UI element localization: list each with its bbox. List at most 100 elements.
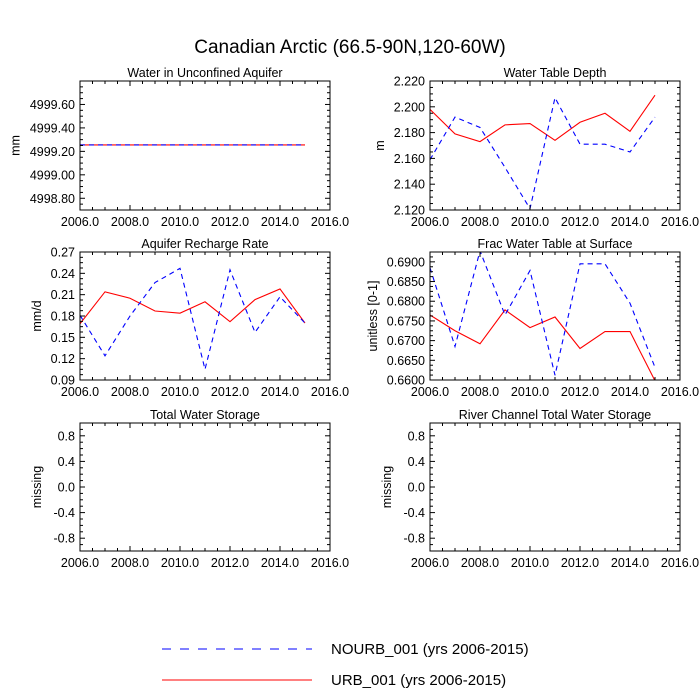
series-line-nourb-001 [80,267,306,370]
x-tick-label: 2010.0 [511,385,549,399]
legend: NOURB_001 (yrs 2006-2015) URB_001 (yrs 2… [162,641,529,689]
plot-frame [79,422,331,552]
y-tick-label: 2.220 [394,75,425,89]
y-tick-label: 2.180 [394,126,425,140]
x-tick-label: 2006.0 [411,215,449,229]
plot-frame [429,80,681,211]
y-axis-label: m [373,140,387,150]
x-tick-label: 2006.0 [61,385,99,399]
y-axis-label: missing [380,466,394,508]
y-tick-label: 0.6750 [387,314,425,328]
y-tick-label: 2.160 [394,152,425,166]
x-tick-label: 2010.0 [511,556,549,570]
x-tick-label: 2008.0 [111,215,149,229]
y-tick-label: -0.4 [403,506,425,520]
y-tick-label: -0.8 [53,532,75,546]
plot-frame [429,422,681,552]
y-tick-label: 0.6650 [387,354,425,368]
plot-frame [79,251,331,381]
y-axis-label: missing [30,466,44,508]
y-tick-label: 0.8 [408,429,425,443]
y-tick-label: 0.6900 [387,255,425,269]
x-tick-label: 2008.0 [461,385,499,399]
y-tick-label: 0.6600 [387,374,425,388]
y-tick-label: 2.120 [394,204,425,218]
x-tick-label: 2012.0 [211,385,249,399]
series-line-nourb-001 [430,96,656,210]
y-tick-label: 0.15 [51,331,75,345]
x-tick-label: 2016.0 [661,215,699,229]
x-tick-label: 2008.0 [111,385,149,399]
y-tick-label: 0.4 [408,455,425,469]
series-group [430,94,656,210]
x-tick-label: 2016.0 [311,215,349,229]
y-tick-label: 4999.00 [30,168,75,182]
panel-title: Water in Unconfined Aquifer [127,66,282,80]
x-tick-label: 2014.0 [261,215,299,229]
x-tick-label: 2016.0 [661,556,699,570]
y-tick-label: 2.200 [394,100,425,114]
y-axis-label: unitless [0-1] [366,281,380,352]
y-tick-label: 4998.80 [30,192,75,206]
series-group [80,267,306,370]
x-tick-label: 2006.0 [61,556,99,570]
series-line-urb-001 [80,288,306,325]
y-tick-label: 0.6800 [387,295,425,309]
x-tick-label: 2010.0 [161,385,199,399]
x-tick-label: 2014.0 [611,385,649,399]
panel-5: Total Water Storage 2006.0 2008.0 2010.0 201… [30,408,349,570]
panel-title: Aquifer Recharge Rate [141,237,268,251]
y-tick-label: 0.0 [58,481,75,495]
panel-1: Water in Unconfined Aquifer 2006.0 2008.0 2… [9,66,350,229]
series-group [430,252,656,380]
y-tick-label: 0.4 [58,455,75,469]
panel-title: Frac Water Table at Surface [478,237,633,251]
y-tick-label: 2.140 [394,178,425,192]
y-tick-label: -0.4 [53,506,75,520]
x-tick-label: 2008.0 [461,556,499,570]
x-tick-label: 2012.0 [561,556,599,570]
y-tick-label: 0.6700 [387,334,425,348]
y-tick-label: 4999.60 [30,98,75,112]
x-tick-label: 2006.0 [411,556,449,570]
y-tick-label: 4999.20 [30,145,75,159]
x-tick-label: 2008.0 [461,215,499,229]
y-tick-label: 0.24 [51,267,75,281]
x-tick-label: 2010.0 [511,215,549,229]
series-line-nourb-001 [430,252,656,376]
plot-frame [429,251,681,381]
x-tick-label: 2006.0 [61,215,99,229]
y-axis-label: mm/d [30,300,44,331]
x-tick-label: 2016.0 [311,556,349,570]
y-tick-label: 0.12 [51,352,75,366]
y-tick-label: 0.0 [408,481,425,495]
panel-2: Water Table Depth 2006.0 2008.0 2010.0 2012.… [373,66,699,229]
x-tick-label: 2014.0 [611,556,649,570]
y-tick-label: 4999.40 [30,121,75,135]
panel-title: River Channel Total Water Storage [459,408,652,422]
y-tick-label: 0.8 [58,429,75,443]
figure-title: Canadian Arctic (66.5-90N,120-60W) [194,37,506,58]
legend-label-nourb: NOURB_001 (yrs 2006-2015) [331,641,529,658]
x-tick-label: 2016.0 [661,385,699,399]
y-axis-label: mm [9,135,23,156]
x-tick-label: 2014.0 [261,556,299,570]
x-tick-label: 2016.0 [311,385,349,399]
y-tick-label: 0.21 [51,288,75,302]
panel-title: Water Table Depth [504,66,607,80]
y-tick-label: 0.18 [51,310,75,324]
x-tick-label: 2006.0 [411,385,449,399]
x-tick-label: 2012.0 [211,556,249,570]
y-tick-label: 0.27 [51,246,75,260]
y-tick-label: 0.09 [51,374,75,388]
x-tick-label: 2012.0 [561,385,599,399]
x-tick-label: 2010.0 [161,215,199,229]
panels: Water in Unconfined Aquifer 2006.0 2008.0 2… [9,66,700,570]
panel-title: Total Water Storage [150,408,260,422]
x-tick-label: 2014.0 [611,215,649,229]
y-tick-label: 0.6850 [387,275,425,289]
x-tick-label: 2010.0 [161,556,199,570]
panel-3: Aquifer Recharge Rate 2006.0 2008.0 2010.0 2… [30,237,349,399]
x-tick-label: 2008.0 [111,556,149,570]
